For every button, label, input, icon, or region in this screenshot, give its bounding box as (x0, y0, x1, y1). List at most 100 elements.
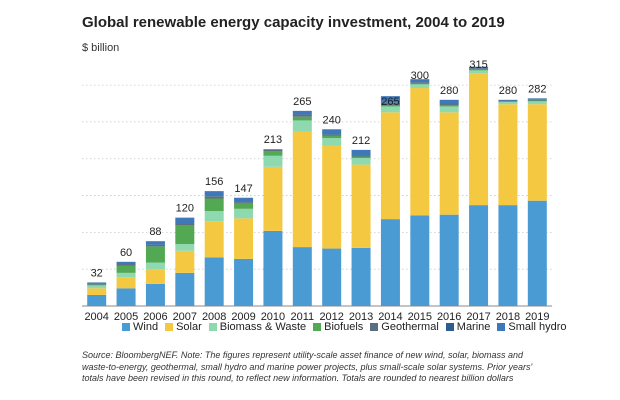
total-label-2017: 315 (469, 59, 487, 71)
bar-segment-wind-2009 (234, 258, 254, 306)
bar-segment-solar-2018 (498, 104, 518, 206)
bar-segment-wind-2010 (263, 230, 283, 306)
bar-segment-wind-2016 (439, 214, 459, 306)
bar-segment-solar-2011 (292, 131, 312, 248)
bar-segment-geothermal-2018 (498, 100, 518, 102)
bar-segment-biofuels-2016 (439, 104, 459, 107)
x-tick-label-2015: 2015 (408, 311, 432, 320)
bar-segment-small-hydro-2006 (145, 241, 165, 245)
bar-segment-small-hydro-2005 (116, 261, 136, 265)
x-tick-label-2006: 2006 (143, 311, 167, 320)
bar-segment-solar-2013 (351, 164, 371, 248)
y-axis-unit-label: $ billion (82, 42, 120, 54)
legend-label: Solar (176, 321, 202, 333)
x-tick-label-2018: 2018 (496, 311, 520, 320)
bar-segment-biomass-waste-2011 (292, 120, 312, 132)
bar-segment-geothermal-2010 (263, 149, 283, 152)
bar-segment-biomass-waste-2018 (498, 102, 518, 105)
legend-label: Biofuels (324, 321, 364, 333)
bar-segment-geothermal-2017 (469, 68, 489, 70)
legend-swatch (445, 323, 454, 331)
total-label-2007: 120 (176, 203, 194, 215)
bar-segment-wind-2013 (351, 247, 371, 306)
bar-segment-geothermal-2004 (87, 283, 107, 285)
bar-segment-biofuels-2011 (292, 116, 312, 121)
x-tick-label-2014: 2014 (378, 311, 402, 320)
legend-swatch (208, 323, 217, 331)
bar-segment-biomass-waste-2016 (439, 106, 459, 113)
bar-segment-solar-2017 (469, 73, 489, 206)
total-label-2019: 282 (528, 83, 546, 95)
bar-segment-wind-2014 (380, 219, 400, 306)
bar-segment-geothermal-2011 (292, 114, 312, 117)
bar-segment-solar-2010 (263, 166, 283, 231)
bar-segment-small-hydro-2015 (410, 79, 430, 83)
bar-segment-solar-2004 (87, 288, 107, 295)
bar-segment-biomass-waste-2010 (263, 155, 283, 167)
total-label-2009: 147 (234, 183, 252, 195)
bar-segment-solar-2012 (322, 145, 342, 249)
bar-segment-biofuels-2007 (175, 225, 195, 245)
x-tick-label-2010: 2010 (261, 311, 285, 320)
source-note: Source: BloombergNEF. Note: The figures … (82, 350, 533, 383)
total-label-2010: 213 (264, 134, 282, 146)
bar-segment-small-hydro-2004 (87, 282, 107, 284)
bar-segment-geothermal-2005 (116, 264, 136, 266)
bar-segment-wind-2004 (87, 294, 107, 306)
legend-label: Wind (133, 321, 159, 333)
bar-segment-geothermal-2013 (351, 155, 371, 157)
legend-item-biofuels: Biofuels (313, 321, 363, 333)
legend: Wind Solar Biomass & Waste Biofuels Geotherm… (122, 321, 566, 333)
bar-segment-solar-2006 (145, 269, 165, 284)
total-label-2014: 265 (381, 96, 399, 108)
bar-segment-small-hydro-2014 (380, 96, 400, 103)
total-label-2018: 280 (499, 85, 517, 97)
bar-segment-biofuels-2015 (410, 83, 430, 85)
bar-segment-small-hydro-2007 (175, 217, 195, 224)
bar-segment-wind-2006 (145, 283, 165, 306)
bar-segment-small-hydro-2016 (439, 99, 459, 104)
bar-segment-biofuels-2013 (351, 156, 371, 158)
bar-segment-small-hydro-2009 (234, 197, 254, 203)
total-label-2005: 60 (120, 247, 132, 259)
legend-swatch (313, 323, 322, 331)
bar-segment-biomass-waste-2015 (410, 84, 430, 89)
x-tick-label-2017: 2017 (466, 311, 490, 320)
bar-segment-wind-2005 (116, 288, 136, 306)
bar-segment-biomass-waste-2007 (175, 244, 195, 251)
legend-item-small-hydro: Small hydro (497, 321, 566, 333)
bar-segment-wind-2017 (469, 205, 489, 306)
bar-segment-wind-2008 (204, 257, 224, 306)
bar-segment-biomass-waste-2012 (322, 138, 342, 146)
total-label-2015: 300 (411, 70, 429, 82)
bar-segment-small-hydro-2012 (322, 129, 342, 135)
bar-segment-geothermal-2007 (175, 223, 195, 225)
total-label-2006: 88 (149, 226, 161, 238)
bar-segment-geothermal-2012 (322, 134, 342, 136)
legend-item-marine: Marine (445, 321, 491, 333)
bar-segment-biofuels-2018 (498, 101, 518, 103)
bar-segment-biomass-waste-2004 (87, 285, 107, 289)
bar-segment-small-hydro-2010 (263, 149, 283, 150)
x-tick-label-2005: 2005 (114, 311, 138, 320)
bar-segment-geothermal-2009 (234, 202, 254, 204)
bar-segment-biomass-waste-2019 (527, 101, 547, 105)
bar-segment-small-hydro-2008 (204, 191, 224, 197)
bar-segment-solar-2015 (410, 88, 430, 216)
bar-segment-biofuels-2019 (527, 100, 547, 102)
stacked-bar-chart: 32 2004 60 2005 88 2006 120 2007 156 2008 147 2009 2… (82, 59, 552, 320)
x-tick-label-2012: 2012 (319, 311, 343, 320)
legend-label: Marine (456, 321, 491, 333)
legend-swatch (122, 323, 130, 331)
bar-segment-solar-2005 (116, 277, 136, 289)
x-tick-label-2008: 2008 (202, 311, 226, 320)
bar-segment-small-hydro-2013 (351, 149, 371, 156)
x-tick-label-2009: 2009 (231, 311, 255, 320)
legend-item-wind: Wind (122, 321, 158, 333)
bar-segment-wind-2011 (292, 247, 312, 306)
bar-segment-wind-2012 (322, 248, 342, 306)
bar-segment-biomass-waste-2009 (234, 208, 254, 219)
total-label-2011: 265 (293, 96, 311, 108)
legend-swatch (165, 323, 174, 331)
bar-segment-wind-2019 (527, 200, 547, 306)
